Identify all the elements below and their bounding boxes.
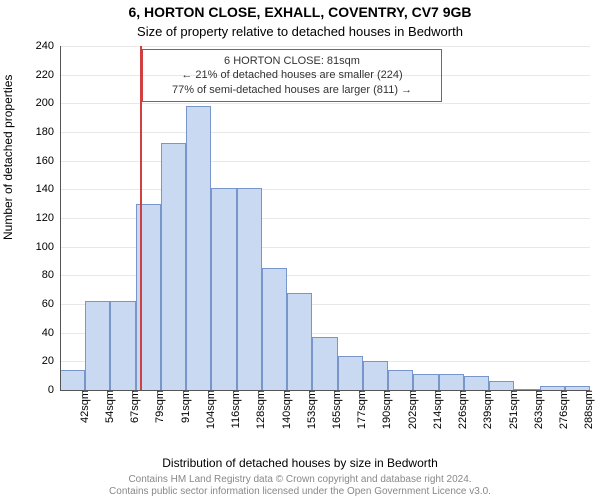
x-tick-label: 214sqm — [426, 390, 444, 429]
y-tick-label: 160 — [36, 155, 60, 167]
footer-line-1: Contains HM Land Registry data © Crown c… — [0, 474, 600, 486]
x-tick-label: 251sqm — [502, 390, 520, 429]
x-tick-label: 67sqm — [123, 390, 141, 423]
x-tick-label: 226sqm — [451, 390, 469, 429]
x-tick-label: 54sqm — [98, 390, 116, 423]
histogram-bar — [110, 301, 135, 390]
histogram-bar — [85, 301, 110, 390]
attribution-footer: Contains HM Land Registry data © Crown c… — [0, 474, 600, 498]
x-tick-label: 177sqm — [350, 390, 368, 429]
histogram-bar — [439, 374, 464, 390]
y-tick-label: 180 — [36, 126, 60, 138]
x-tick-label: 79sqm — [148, 390, 166, 423]
y-tick-label: 140 — [36, 183, 60, 195]
y-tick-label: 60 — [42, 298, 60, 310]
histogram-bar — [464, 376, 489, 390]
histogram-bar — [211, 188, 236, 390]
histogram-bar — [161, 143, 186, 390]
annotation-line: 6 HORTON CLOSE: 81sqm — [151, 54, 433, 68]
histogram-bar — [262, 268, 287, 390]
x-tick-label: 239sqm — [476, 390, 494, 429]
x-tick-label: 190sqm — [375, 390, 393, 429]
chart-title: 6, HORTON CLOSE, EXHALL, COVENTRY, CV7 9… — [0, 4, 600, 20]
histogram-bar — [388, 370, 413, 390]
y-axis-label: Number of detached properties — [1, 75, 15, 240]
footer-line-2: Contains public sector information licen… — [0, 486, 600, 498]
y-tick-label: 220 — [36, 69, 60, 81]
x-axis-label: Distribution of detached houses by size … — [0, 456, 600, 470]
y-tick-label: 40 — [42, 327, 60, 339]
annotation-line: ← 21% of detached houses are smaller (22… — [151, 68, 433, 82]
x-tick-label: 140sqm — [275, 390, 293, 429]
histogram-bar — [287, 293, 312, 390]
y-tick-label: 240 — [36, 40, 60, 52]
chart-container: 6, HORTON CLOSE, EXHALL, COVENTRY, CV7 9… — [0, 0, 600, 500]
x-tick-label: 202sqm — [401, 390, 419, 429]
histogram-bar — [186, 106, 211, 390]
x-tick-label: 276sqm — [552, 390, 570, 429]
y-axis-line — [60, 46, 61, 390]
x-tick-label: 42sqm — [73, 390, 91, 423]
y-tick-label: 100 — [36, 241, 60, 253]
y-tick-label: 20 — [42, 355, 60, 367]
plot-area: 020406080100120140160180200220240 42sqm5… — [60, 46, 590, 390]
histogram-bar — [237, 188, 262, 390]
chart-subtitle: Size of property relative to detached ho… — [0, 24, 600, 39]
x-tick-label: 153sqm — [300, 390, 318, 429]
annotation-box: 6 HORTON CLOSE: 81sqm← 21% of detached h… — [142, 49, 442, 102]
x-tick-label: 116sqm — [224, 390, 242, 428]
x-tick-label: 165sqm — [325, 390, 343, 429]
y-tick-label: 0 — [48, 384, 60, 396]
y-tick-label: 80 — [42, 269, 60, 281]
x-axis-line — [60, 390, 590, 391]
x-tick-label: 91sqm — [174, 390, 192, 423]
histogram-bar — [363, 361, 388, 390]
x-tick-label: 288sqm — [577, 390, 595, 429]
y-tick-label: 120 — [36, 212, 60, 224]
histogram-bar — [338, 356, 363, 390]
annotation-line: 77% of semi-detached houses are larger (… — [151, 83, 433, 97]
y-tick-label: 200 — [36, 97, 60, 109]
histogram-bar — [312, 337, 337, 390]
histogram-bar — [413, 374, 438, 390]
x-tick-label: 104sqm — [199, 390, 217, 429]
histogram-bar — [60, 370, 85, 390]
histogram-bar — [489, 381, 514, 390]
x-tick-label: 263sqm — [527, 390, 545, 429]
x-tick-label: 128sqm — [249, 390, 267, 429]
